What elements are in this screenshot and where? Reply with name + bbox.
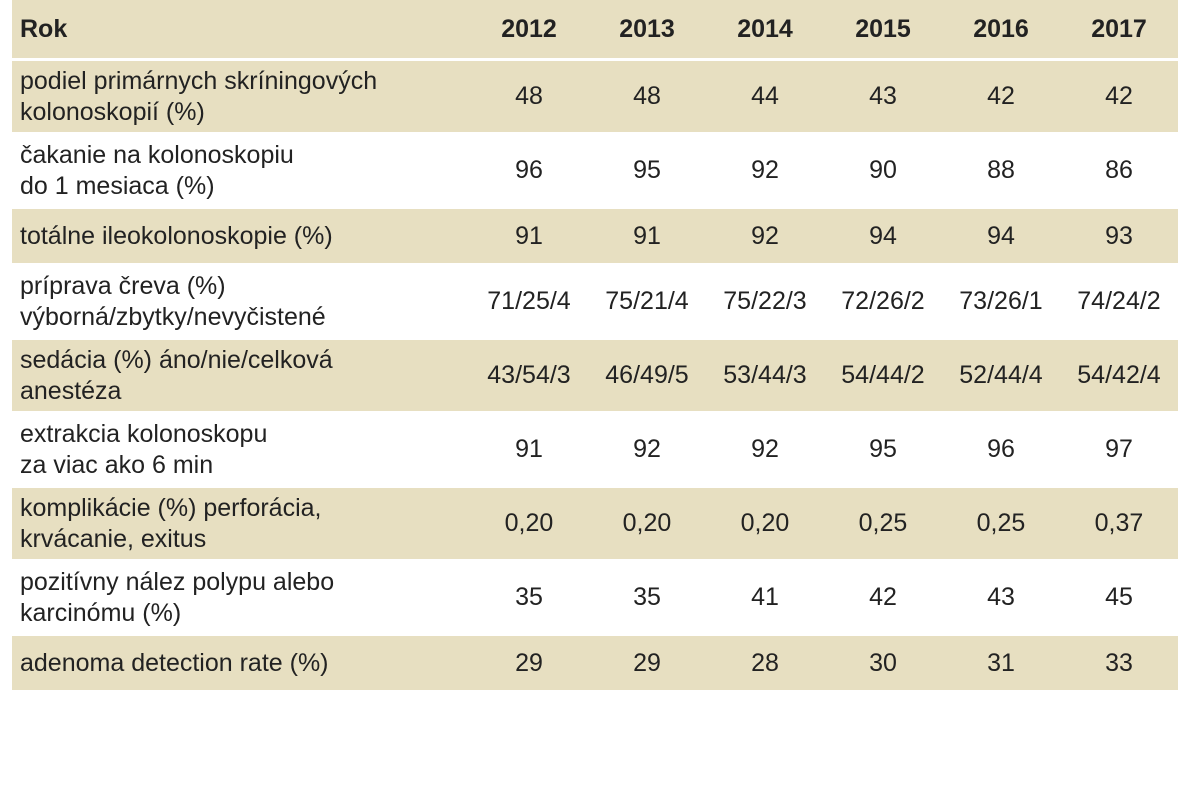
table-cell: 0,20: [504, 509, 554, 537]
table-cell: 31: [987, 648, 1015, 677]
table-cell: 35: [633, 583, 661, 611]
row-label-line: pozitívny nález polypu alebo: [20, 567, 335, 596]
table-cell: 53/44/3: [723, 361, 807, 389]
table-cell: 42: [987, 82, 1015, 110]
table-cell: 43/54/3: [487, 361, 571, 389]
table-cell: 92: [633, 435, 661, 463]
table-cell: 46/49/5: [605, 361, 689, 389]
table-cell: 29: [515, 648, 543, 677]
table-cell: 74/24/2: [1077, 287, 1161, 315]
table-cell: 48: [515, 82, 543, 110]
table-cell: 0,20: [622, 509, 672, 537]
table-cell: 94: [987, 221, 1015, 250]
row-label-line: do 1 mesiaca (%): [20, 171, 215, 200]
row-label-line: totálne ileokolonoskopie (%): [20, 221, 333, 250]
table-cell: 91: [515, 435, 543, 463]
table-cell: 96: [515, 156, 543, 184]
table-cell: 71/25/4: [487, 287, 571, 315]
table-cell: 0,25: [858, 509, 908, 537]
table-cell: 75/21/4: [605, 287, 689, 315]
table-cell: 41: [751, 583, 779, 611]
table-cell: 92: [751, 221, 779, 250]
row-label-line: sedácia (%) áno/nie/celková: [20, 345, 333, 374]
header-cell-year: 2017: [1091, 14, 1147, 43]
table-row: podiel primárnych skríningových kolonosko…: [12, 59, 1178, 134]
row-label: adenoma detection rate (%): [12, 635, 470, 692]
colonoscopy-statistics-table: Rok 2012 2013 2014 2015 2016 2017 podiel…: [12, 0, 1178, 693]
table-cell: 29: [633, 648, 661, 677]
table-row: extrakcia kolonoskopu za viac ako 6 min 9…: [12, 412, 1178, 487]
table-cell: 96: [987, 435, 1015, 463]
table-cell: 52/44/4: [959, 361, 1043, 389]
header-cell-year: 2014: [737, 14, 793, 43]
table-cell: 43: [869, 82, 897, 110]
header-cell-year: 2015: [855, 14, 911, 43]
row-label-line: karcinómu (%): [20, 598, 182, 627]
header-cell-year-label: Rok: [20, 14, 68, 43]
row-label-line: adenoma detection rate (%): [20, 648, 329, 677]
table-cell: 73/26/1: [959, 287, 1043, 315]
table-cell: 91: [515, 221, 543, 250]
row-label: čakanie na kolonoskopiu do 1 mesiaca (%): [12, 134, 470, 208]
table-row: sedácia (%) áno/nie/celková anestéza 43/5…: [12, 338, 1178, 413]
table-cell: 44: [751, 82, 779, 110]
table-cell: 94: [869, 221, 897, 250]
row-label-line: podiel primárnych skríningových: [20, 66, 378, 95]
table-cell: 45: [1105, 583, 1133, 611]
table-cell: 42: [869, 583, 897, 611]
table-row: totálne ileokolonoskopie (%) 91 91 92 94…: [12, 207, 1178, 265]
table-cell: 0,25: [976, 509, 1026, 537]
table-cell: 48: [633, 82, 661, 110]
table-cell: 75/22/3: [723, 287, 807, 315]
row-label-line: kolonoskopií (%): [20, 97, 205, 126]
row-label-line: za viac ako 6 min: [20, 450, 214, 479]
table-cell: 54/42/4: [1077, 361, 1161, 389]
row-label: podiel primárnych skríningových kolonosko…: [12, 60, 470, 134]
table-cell: 90: [869, 156, 897, 184]
table-cell: 97: [1105, 435, 1133, 463]
row-label-line: čakanie na kolonoskopiu: [20, 140, 294, 169]
table-row: adenoma detection rate (%) 29 29 28 30 3…: [12, 634, 1178, 692]
table-cell: 88: [987, 156, 1015, 184]
table-cell: 92: [751, 156, 779, 184]
table-cell: 92: [751, 435, 779, 463]
table-row: príprava čreva (%) výborná/zbytky/nevyčis…: [12, 264, 1178, 339]
row-label: extrakcia kolonoskopu za viac ako 6 min: [12, 413, 470, 487]
table-cell: 95: [869, 435, 897, 463]
row-label-line: anestéza: [20, 376, 122, 405]
table-cell: 93: [1105, 221, 1133, 250]
header-cell-year: 2013: [619, 14, 675, 43]
table-row: čakanie na kolonoskopiu do 1 mesiaca (%) …: [12, 133, 1178, 208]
table-cell: 0,20: [740, 509, 790, 537]
row-label-line: krvácanie, exitus: [20, 524, 207, 553]
table-header-row: Rok 2012 2013 2014 2015 2016 2017: [12, 0, 1178, 60]
table-cell: 42: [1105, 82, 1133, 110]
row-label-line: extrakcia kolonoskopu: [20, 419, 268, 448]
row-label: totálne ileokolonoskopie (%): [12, 208, 470, 265]
header-cell-year: 2016: [973, 14, 1029, 43]
row-label-line: výborná/zbytky/nevyčistené: [20, 302, 326, 331]
table-cell: 54/44/2: [841, 361, 925, 389]
table-cell: 72/26/2: [841, 287, 925, 315]
row-label: príprava čreva (%) výborná/zbytky/nevyčis…: [12, 265, 470, 339]
table-cell: 43: [987, 583, 1015, 611]
statistics-table-container: Rok 2012 2013 2014 2015 2016 2017 podiel…: [12, 0, 1178, 693]
row-label: pozitívny nález polypu alebo karcinómu (%…: [12, 561, 470, 635]
row-label: sedácia (%) áno/nie/celková anestéza: [12, 339, 470, 413]
table-cell: 95: [633, 156, 661, 184]
table-cell: 33: [1105, 648, 1133, 677]
row-label-line: príprava čreva (%): [20, 271, 226, 300]
table-cell: 91: [633, 221, 661, 250]
row-label-line: komplikácie (%) perforácia,: [20, 493, 322, 522]
table-cell: 35: [515, 583, 543, 611]
table-cell: 0,37: [1094, 509, 1144, 537]
header-cell-year: 2012: [501, 14, 557, 43]
table-cell: 86: [1105, 156, 1133, 184]
table-cell: 28: [751, 648, 779, 677]
table-row: komplikácie (%) perforácia, krvácanie, ex…: [12, 486, 1178, 561]
table-row: pozitívny nález polypu alebo karcinómu (%…: [12, 560, 1178, 635]
row-label: komplikácie (%) perforácia, krvácanie, ex…: [12, 487, 470, 561]
table-cell: 30: [869, 648, 897, 677]
